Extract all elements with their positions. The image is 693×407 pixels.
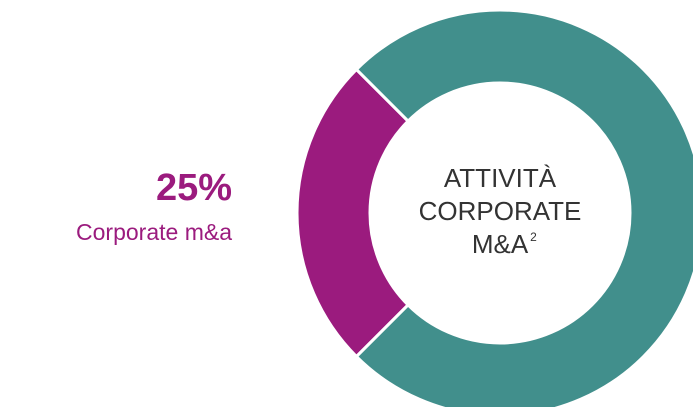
- donut: [295, 8, 693, 407]
- donut-slice: [295, 67, 411, 359]
- value-label: 25%: [156, 167, 232, 209]
- center-label: ATTIVITÀ: [444, 163, 557, 193]
- center-label: CORPORATE: [419, 196, 582, 226]
- center-label-note: 2: [530, 230, 537, 244]
- donut-slice: [354, 8, 693, 407]
- category-label: Corporate m&a: [76, 219, 232, 245]
- center-label: M&A: [472, 229, 529, 259]
